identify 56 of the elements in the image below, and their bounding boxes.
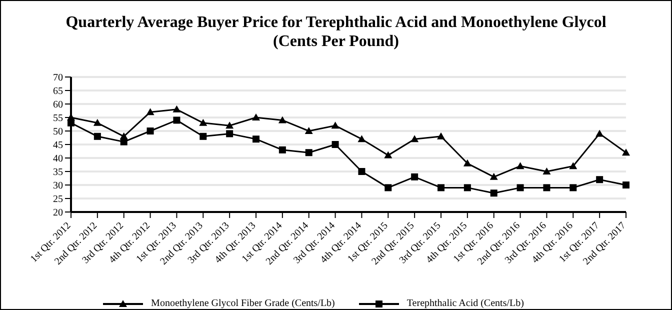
legend-label: Terephthalic Acid (Cents/Lb) (406, 298, 524, 309)
y-tick-label: 55 (53, 113, 63, 124)
point (358, 135, 366, 142)
point (304, 127, 313, 134)
point (516, 184, 524, 192)
point (226, 122, 234, 129)
point (384, 184, 392, 192)
point (463, 159, 472, 166)
point (437, 132, 445, 140)
point (305, 149, 312, 156)
point (332, 141, 339, 148)
point (146, 108, 154, 116)
point (200, 132, 207, 140)
y-tick-label: 70 (53, 72, 63, 84)
point (278, 116, 286, 124)
point (464, 184, 471, 192)
y-tick-label: 30 (53, 180, 63, 192)
point (542, 168, 551, 174)
y-tick-label: 45 (53, 140, 63, 152)
point (596, 176, 604, 184)
point (94, 132, 101, 140)
point (569, 162, 578, 170)
y-tick-label: 25 (53, 194, 63, 206)
y-tick-label: 65 (53, 86, 63, 98)
point (570, 184, 577, 192)
point (516, 162, 524, 170)
point (490, 172, 498, 180)
y-tick-label: 20 (53, 208, 63, 219)
point (622, 182, 630, 188)
point (622, 148, 630, 156)
point (146, 128, 154, 134)
chart-title: Quarterly Average Buyer Price for Terephthalic Acid and Monoethylene Glycol (Cents Per Pound) (64, 13, 608, 51)
point (358, 168, 366, 175)
point (226, 130, 234, 138)
point (252, 114, 260, 120)
point (120, 138, 128, 146)
point (410, 135, 419, 142)
point (172, 105, 181, 112)
point (438, 184, 444, 192)
point (596, 130, 604, 137)
y-tick-label: 60 (53, 100, 63, 111)
point (93, 118, 102, 126)
legend-label: Monoethylene Glycol Fiber Grade (Cents/Lb) (151, 298, 335, 309)
y-tick-label: 40 (53, 154, 63, 165)
point (199, 118, 208, 126)
point (278, 146, 286, 154)
point (331, 122, 340, 129)
point (543, 184, 550, 192)
point (173, 116, 180, 124)
point (384, 151, 392, 158)
point (490, 190, 498, 197)
point (252, 136, 260, 143)
y-tick-label: 50 (53, 126, 63, 138)
point (411, 173, 418, 180)
point (68, 119, 74, 126)
y-tick-label: 35 (53, 167, 63, 178)
